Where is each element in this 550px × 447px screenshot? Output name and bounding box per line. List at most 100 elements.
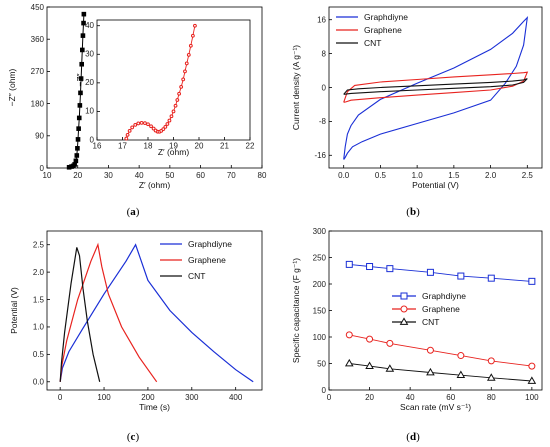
x-tick-label: 0 [58,393,63,402]
legend-label: CNT [364,38,381,48]
data-point [76,115,82,121]
x-tick-label: 20 [365,393,374,402]
y-tick-label: 0 [322,83,327,92]
data-point [163,124,168,129]
inset-x-tick-label: 17 [118,142,127,151]
y-axis-label: Potential (V) [9,287,19,334]
data-point [165,122,170,126]
data-point [487,274,495,282]
x-tick-label: 10 [43,171,52,180]
y-tick-label: 150 [313,306,327,315]
data-point [426,367,435,376]
data-point [127,128,132,133]
data-point [184,61,189,66]
x-tick-label: 2.0 [485,171,497,180]
inset-x-axis-label: Z′ (ohm) [158,147,190,157]
x-tick-label: 1.5 [448,171,460,180]
data-point [528,362,536,370]
y-tick-label: 100 [313,333,327,342]
x-tick-label: 100 [525,393,539,402]
data-point [528,277,536,285]
data-point [171,109,176,114]
series-line-cnt [59,247,101,382]
data-point [486,373,496,381]
data-point [385,364,395,372]
y-tick-label: 2.0 [33,268,45,277]
data-point [181,77,186,82]
data-point [190,33,195,38]
data-point [345,260,353,268]
data-point [78,90,83,96]
series-line-cnt [349,363,532,382]
x-tick-label: 100 [97,393,111,402]
data-point [149,124,153,129]
x-tick-label: 60 [196,171,205,180]
x-tick-label: 0.5 [375,171,387,180]
inset-background [97,20,250,140]
y-axis-label: −Z″ (ohm) [7,68,17,106]
data-point [75,137,81,142]
data-point [80,47,85,53]
x-tick-label: 400 [229,393,243,402]
legend-marker [400,292,408,300]
data-point [124,136,129,141]
series-line-graphene [349,334,532,367]
y-tick-label: 1.0 [33,323,45,332]
inset-y-axis-label: −Z″ [75,73,85,86]
plot-frame [46,230,263,391]
data-point [426,268,434,276]
data-point [345,331,353,339]
series-line-graphdiyne [349,263,532,282]
legend-label: Graphdiyne [422,291,466,301]
panel-label-d: (d) [406,431,420,443]
data-point [193,23,197,28]
data-point [386,265,394,273]
legend-marker [400,305,408,313]
y-tick-label: 360 [31,35,45,44]
legend-label: Graphene [188,255,226,265]
inset-x-tick-label: 19 [169,142,178,151]
inset-x-tick-label: 22 [246,142,255,151]
y-tick-label: -8 [319,117,327,126]
panel-label-a: (a) [127,206,140,218]
x-axis-label: Scan rate (mV s⁻¹) [400,402,471,412]
legend-label: Graphene [422,304,460,314]
panel-c: 0 100 200 300 400 0.0 0.5 1.0 1.5 2.0 2.5 Time (s) P… [9,230,263,412]
data-point [173,103,178,108]
y-tick-label: 200 [313,280,327,289]
inset-y-tick-label: 10 [85,107,94,116]
data-point [365,361,374,370]
y-tick-label: 0 [40,164,45,173]
x-tick-label: 0 [327,393,332,402]
data-point [72,162,77,167]
data-point [366,335,374,343]
x-tick-label: 40 [406,393,415,402]
data-point [169,114,174,119]
series-line-cnt [343,78,528,95]
x-tick-label: 70 [227,171,236,180]
inset-y-tick-label: 40 [85,21,94,30]
y-tick-label: 90 [35,132,44,141]
legend-label: Graphdiyne [364,12,408,22]
data-point [457,272,465,280]
y-axis-label: Current density (A g⁻¹) [291,45,301,130]
inset-x-tick-label: 21 [220,142,229,151]
data-point [344,358,354,367]
data-point [167,118,172,123]
legend-label: CNT [422,317,439,327]
x-tick-label: 80 [258,171,267,180]
data-point [133,122,138,127]
data-point [78,76,84,81]
x-tick-label: 2.5 [522,171,534,180]
series-line-graphdiyne [59,243,254,383]
plot-frame [328,6,543,169]
x-tick-label: 200 [141,393,155,402]
data-point [527,376,537,384]
y-tick-label: 0.0 [33,378,45,387]
y-tick-label: 250 [313,253,327,262]
data-point [74,153,80,158]
legend-label: Graphene [364,25,402,35]
x-tick-label: 60 [446,393,455,402]
inset-y-tick-label: 30 [85,50,94,59]
